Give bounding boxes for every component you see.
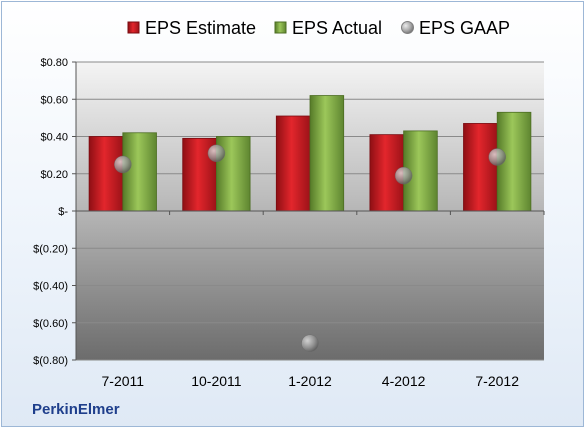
y-tick-label: $(0.80)	[33, 355, 68, 367]
y-tick-label: $0.20	[40, 169, 68, 181]
legend-item-eps-estimate-swatch	[127, 21, 140, 34]
y-tick-label: $0.40	[40, 132, 68, 144]
y-tick-label: $(0.40)	[33, 281, 68, 293]
legend-item-eps-actual-label: EPS Actual	[292, 18, 382, 38]
gaap-points-layer	[114, 144, 506, 352]
x-tick-label: 10-2011	[191, 373, 242, 389]
point-eps-gaap	[394, 166, 413, 185]
x-tick-label: 4-2012	[382, 373, 426, 389]
bar-eps-actual	[122, 132, 157, 212]
point-eps-gaap	[114, 155, 132, 174]
legend-item-eps-estimate-label: EPS Estimate	[145, 18, 256, 38]
y-tick-label: $(0.20)	[33, 243, 68, 255]
bar-eps-actual	[309, 95, 345, 212]
legend-item-eps-actual-swatch	[274, 21, 287, 34]
y-tick-label: $0.60	[40, 94, 68, 106]
x-tick-label: 7-2011	[102, 373, 145, 389]
y-tick-label: $(0.60)	[33, 318, 68, 330]
x-axis: 7-2011 10-2011 1-2012 4-2012 7-2012	[75, 210, 545, 389]
legend-item-eps-gaap-swatch	[401, 21, 414, 34]
point-eps-gaap	[488, 148, 506, 166]
y-tick-label: $0.80	[40, 57, 68, 69]
bar-eps-estimate	[275, 115, 311, 212]
point-eps-gaap	[207, 144, 226, 163]
bar-eps-estimate	[463, 123, 498, 212]
legend-item-eps-gaap-label: EPS GAAP	[419, 18, 510, 38]
y-tick-label: $-	[58, 206, 68, 218]
point-eps-gaap	[301, 334, 319, 352]
x-tick-label: 7-2012	[475, 373, 519, 389]
company-name: PerkinElmer	[32, 401, 120, 418]
y-axis: $0.80 $0.60 $0.40 $0.20 $- $(0.20) $(0.40) $(0.…	[33, 57, 77, 367]
bar-eps-estimate	[88, 136, 124, 212]
legend: EPS Estimate EPS Actual EPS GAAP	[127, 18, 510, 38]
x-tick-label: 1-2012	[288, 373, 332, 389]
